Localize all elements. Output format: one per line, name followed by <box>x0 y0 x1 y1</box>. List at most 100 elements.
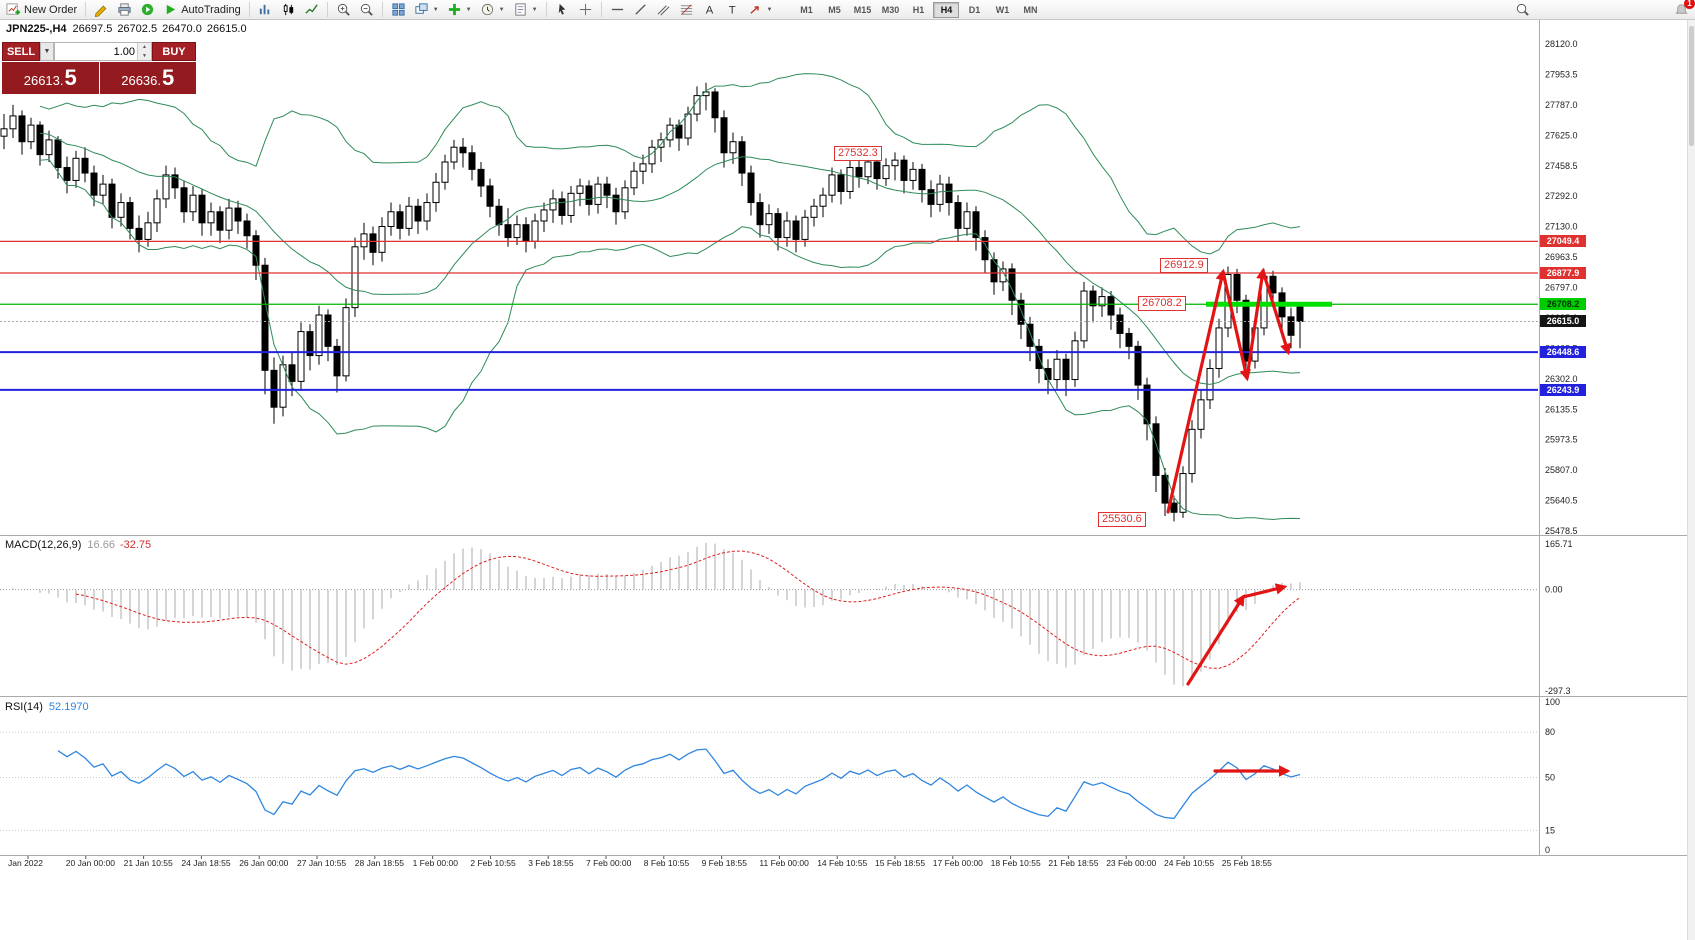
candlestick-chart-button[interactable] <box>277 1 300 19</box>
timeframe-m30-button[interactable]: M30 <box>877 2 903 18</box>
timeframe-h1-button[interactable]: H1 <box>905 2 931 18</box>
svg-text:25478.5: 25478.5 <box>1545 526 1578 536</box>
svg-text:0.00: 0.00 <box>1545 585 1563 595</box>
dropdown-caret-icon: ▼ <box>766 6 773 13</box>
autotrading-button[interactable]: AutoTrading <box>159 1 245 19</box>
rsi-pane-label: RSI(14) 52.1970 <box>5 701 89 713</box>
indicators-button[interactable]: ▼ <box>443 1 476 19</box>
template-icon <box>514 3 526 16</box>
zoom-in-button[interactable] <box>332 1 355 19</box>
sell-price-big-digit: 5 <box>64 65 77 90</box>
symbol-period-label: JPN225-,H4 <box>6 23 67 35</box>
timeframe-m15-button[interactable]: M15 <box>849 2 875 18</box>
toolbar-separator <box>85 2 87 17</box>
buy-price-big-digit: 5 <box>162 65 175 90</box>
search-button[interactable] <box>1511 1 1534 19</box>
line-chart-button[interactable] <box>300 1 323 19</box>
macd-axis: 165.71 0.00 -297.3 <box>1545 539 1573 696</box>
low-value: 26470.0 <box>162 23 202 35</box>
sell-price[interactable]: 26613. 5 <box>2 62 99 94</box>
fibonacci-tool-button[interactable] <box>675 1 698 19</box>
refresh-button[interactable] <box>136 1 159 19</box>
horizontal-line-tool-button[interactable] <box>606 1 629 19</box>
svg-text:2 Feb 10:55: 2 Feb 10:55 <box>470 858 516 868</box>
tile-windows-button[interactable] <box>387 1 410 19</box>
lot-size-input[interactable] <box>55 43 137 60</box>
svg-text:100: 100 <box>1545 697 1560 707</box>
axis-price-badge: 26243.9 <box>1540 383 1586 396</box>
dropdown-caret-icon: ▼ <box>531 6 538 13</box>
svg-text:27953.5: 27953.5 <box>1545 69 1578 79</box>
label-tool-button[interactable]: T <box>721 1 744 19</box>
svg-text:26797.0: 26797.0 <box>1545 283 1578 293</box>
price-label-flag[interactable]: 26912.9 <box>1160 258 1208 273</box>
svg-text:28120.0: 28120.0 <box>1545 39 1578 49</box>
toolbar-separator <box>248 2 250 17</box>
svg-text:26302.0: 26302.0 <box>1545 374 1578 384</box>
window-scrollbar[interactable] <box>1687 20 1695 940</box>
svg-text:-297.3: -297.3 <box>1545 686 1571 696</box>
timeframe-m5-button[interactable]: M5 <box>821 2 847 18</box>
svg-text:165.71: 165.71 <box>1545 539 1573 549</box>
macd-main-value: 16.66 <box>87 539 115 551</box>
channel-tool-button[interactable] <box>652 1 675 19</box>
text-tool-button[interactable]: A <box>698 1 721 19</box>
close-value: 26615.0 <box>206 23 247 35</box>
price-label-flag[interactable]: 26708.2 <box>1138 296 1186 311</box>
svg-text:15: 15 <box>1545 825 1555 835</box>
svg-text:27458.5: 27458.5 <box>1545 161 1578 171</box>
lot-decrease-button[interactable]: ▼ <box>138 51 151 60</box>
toolbar-separator <box>381 2 383 17</box>
arrow-tool-icon <box>749 5 759 14</box>
trade-panel-dropdown-button[interactable]: ▼ <box>40 42 54 61</box>
sell-price-main: 26613. <box>23 73 64 88</box>
line-chart-icon <box>305 4 318 14</box>
toolbar-separator <box>326 2 328 17</box>
svg-text:15 Feb 18:55: 15 Feb 18:55 <box>875 858 925 868</box>
cascade-windows-button[interactable]: ▼ <box>410 1 443 19</box>
buy-price[interactable]: 26636. 5 <box>99 62 196 94</box>
sell-button[interactable]: SELL <box>2 42 40 61</box>
bar-chart-button[interactable] <box>254 1 277 19</box>
toolbar: New Order AutoTrading ▼ ▼ ▼ ▼ A T ▼ M1 M5… <box>0 0 1695 20</box>
svg-text:25640.5: 25640.5 <box>1545 496 1578 506</box>
svg-text:25807.0: 25807.0 <box>1545 465 1578 475</box>
svg-text:25 Feb 18:55: 25 Feb 18:55 <box>1222 858 1272 868</box>
timeframe-mn-button[interactable]: MN <box>1017 2 1043 18</box>
metaeditor-icon <box>95 5 107 17</box>
cursor-button[interactable] <box>551 1 574 19</box>
buy-button[interactable]: BUY <box>152 42 196 61</box>
price-label-flag[interactable]: 25530.6 <box>1098 512 1146 527</box>
svg-text:T: T <box>728 4 735 16</box>
zoom-in-icon <box>337 3 350 16</box>
templates-button[interactable]: ▼ <box>509 1 542 19</box>
timeframe-w1-button[interactable]: W1 <box>989 2 1015 18</box>
new-order-button[interactable]: New Order <box>2 1 81 19</box>
svg-text:0: 0 <box>1545 845 1550 855</box>
zoom-out-button[interactable] <box>355 1 378 19</box>
rsi-layer <box>0 731 1538 831</box>
trendline-tool-button[interactable] <box>629 1 652 19</box>
timeframe-m1-button[interactable]: M1 <box>793 2 819 18</box>
price-label-flag[interactable]: 27532.3 <box>834 146 882 161</box>
svg-text:26963.5: 26963.5 <box>1545 252 1578 262</box>
bell-icon <box>1675 4 1688 14</box>
svg-text:21 Feb 18:55: 21 Feb 18:55 <box>1048 858 1098 868</box>
channel-icon <box>657 5 669 16</box>
timeframe-d1-button[interactable]: D1 <box>961 2 987 18</box>
notifications-button[interactable]: 1 <box>1674 0 1695 17</box>
svg-text:Jan 2022: Jan 2022 <box>8 858 43 868</box>
periods-button[interactable]: ▼ <box>476 1 509 19</box>
macd-pane-label: MACD(12,26,9) 16.66 -32.75 <box>5 539 151 551</box>
lot-increase-button[interactable]: ▲ <box>138 43 151 52</box>
one-click-trading-panel: SELL ▼ ▲ ▼ BUY 26613.5 26636.5 <box>2 42 196 94</box>
scrollbar-thumb[interactable] <box>1689 26 1694 146</box>
timeframe-h4-button[interactable]: H4 <box>933 1 960 18</box>
arrows-tool-button[interactable]: ▼ <box>744 1 777 19</box>
metaeditor-button[interactable] <box>90 1 113 19</box>
crosshair-button[interactable] <box>574 1 597 19</box>
macd-layer <box>0 542 1538 687</box>
svg-text:1 Feb 00:00: 1 Feb 00:00 <box>413 858 459 868</box>
print-button[interactable] <box>113 1 136 19</box>
